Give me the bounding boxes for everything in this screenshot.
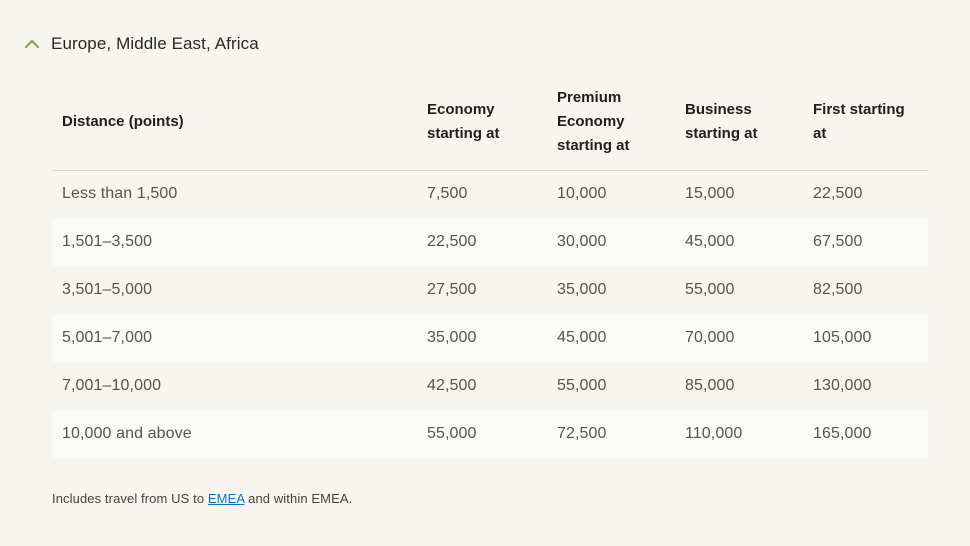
header-row: Distance (points) Economy starting at Pr… — [52, 75, 928, 171]
award-table-body: Less than 1,500 7,500 10,000 15,000 22,5… — [52, 170, 928, 458]
premium-economy-cell: 45,000 — [557, 329, 607, 346]
premium-economy-cell: 72,500 — [557, 425, 607, 442]
first-cell: 82,500 — [813, 281, 863, 298]
business-cell: 15,000 — [685, 185, 735, 203]
first-cell: 165,000 — [813, 425, 872, 442]
premium-economy-cell: 10,000 — [557, 185, 607, 203]
column-header-business: Business starting at — [685, 75, 813, 171]
business-cell: 110,000 — [685, 425, 743, 442]
economy-cell: 7,500 — [427, 185, 468, 203]
footnote-prefix: Includes travel from US to — [52, 491, 208, 506]
economy-cell: 42,500 — [427, 377, 477, 394]
section-title: Europe, Middle East, Africa — [51, 34, 259, 53]
economy-cell: 55,000 — [427, 425, 477, 442]
table-row: 7,001–10,000 42,500 55,000 85,000 130,00… — [52, 362, 928, 410]
first-cell: 130,000 — [813, 377, 872, 394]
table-row: 5,001–7,000 35,000 45,000 70,000 105,000 — [52, 314, 928, 362]
award-table: Distance (points) Economy starting at Pr… — [52, 75, 928, 458]
distance-cell: 5,001–7,000 — [62, 329, 153, 346]
award-table-container: Distance (points) Economy starting at Pr… — [52, 75, 928, 458]
column-header-economy: Economy starting at — [427, 75, 557, 171]
business-cell: 70,000 — [685, 329, 735, 346]
business-cell: 85,000 — [685, 377, 735, 394]
table-row: 1,501–3,500 22,500 30,000 45,000 67,500 — [52, 218, 928, 266]
distance-cell: Less than 1,500 — [62, 185, 178, 203]
distance-cell: 1,501–3,500 — [62, 233, 153, 250]
table-row: 10,000 and above 55,000 72,500 110,000 1… — [52, 410, 928, 458]
section-header-emea[interactable]: Europe, Middle East, Africa — [24, 34, 259, 54]
first-cell: 105,000 — [813, 329, 872, 346]
business-cell: 45,000 — [685, 233, 735, 250]
first-cell: 67,500 — [813, 233, 863, 250]
distance-cell: 10,000 and above — [62, 425, 192, 442]
economy-cell: 27,500 — [427, 281, 477, 298]
table-row: 3,501–5,000 27,500 35,000 55,000 82,500 — [52, 266, 928, 314]
chevron-up-icon[interactable] — [24, 38, 40, 50]
business-cell: 55,000 — [685, 281, 735, 298]
table-row: Less than 1,500 7,500 10,000 15,000 22,5… — [52, 170, 928, 218]
economy-cell: 35,000 — [427, 329, 477, 346]
economy-cell: 22,500 — [427, 233, 477, 250]
award-table-header: Distance (points) Economy starting at Pr… — [52, 75, 928, 171]
column-header-premium-economy: Premium Economy starting at — [557, 75, 685, 171]
footnote-suffix: and within EMEA. — [244, 491, 353, 506]
premium-economy-cell: 30,000 — [557, 233, 607, 250]
distance-cell: 7,001–10,000 — [62, 377, 162, 394]
emea-link[interactable]: EMEA — [207, 491, 245, 506]
footnote: Includes travel from US to EMEA and with… — [52, 491, 352, 506]
premium-economy-cell: 35,000 — [557, 281, 607, 298]
column-header-distance: Distance (points) — [52, 75, 427, 171]
distance-cell: 3,501–5,000 — [62, 281, 153, 298]
column-header-first: First starting at — [813, 75, 928, 171]
first-cell: 22,500 — [813, 185, 863, 203]
premium-economy-cell: 55,000 — [557, 377, 607, 394]
